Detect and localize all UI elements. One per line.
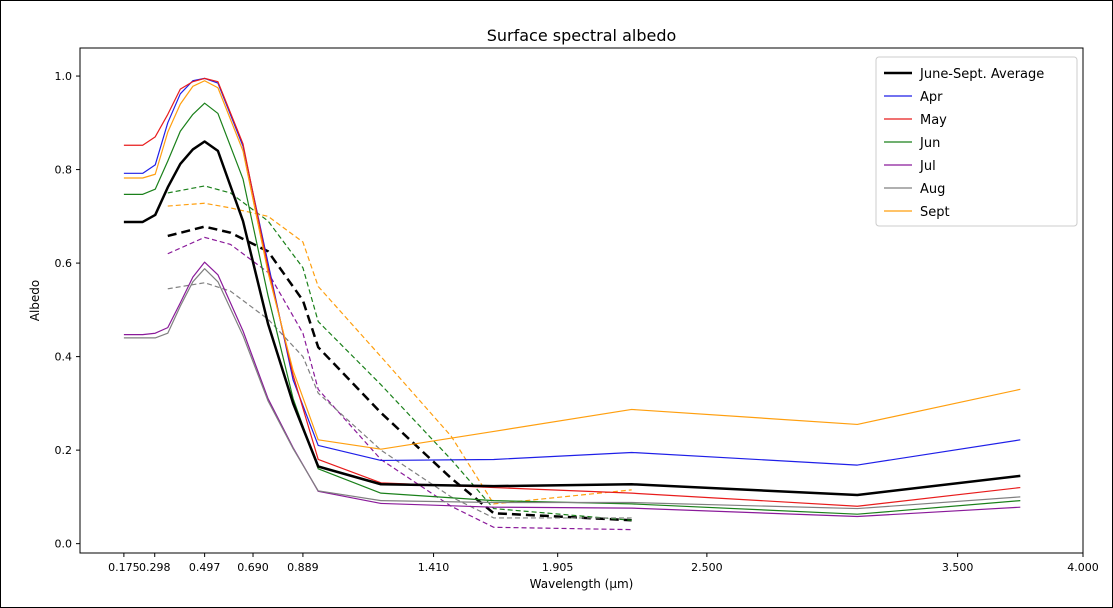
series-line-jul xyxy=(123,261,1021,518)
legend-label: June-Sept. Average xyxy=(919,67,1044,82)
legend-label: Jul xyxy=(919,159,936,174)
series-line-dashed-sept xyxy=(167,202,632,505)
x-axis: 0.175 0.298 0.497 0.690 0.889 1.410 1.905 2.500… xyxy=(108,553,1099,574)
y-tick-label: 0.8 xyxy=(55,164,73,177)
legend-label: May xyxy=(920,113,947,128)
y-tick-label: 0.4 xyxy=(55,351,73,364)
x-axis-label: Wavelength (μm) xyxy=(530,577,634,591)
y-tick-label: 0.6 xyxy=(55,257,73,270)
legend-label: Aug xyxy=(920,182,945,197)
solid-series-group xyxy=(123,77,1021,518)
legend: June-Sept. Average Apr May Jun Jul Aug Sept xyxy=(875,56,1078,227)
legend-label: Apr xyxy=(920,90,943,105)
x-tick-label: 0.889 xyxy=(287,561,319,574)
x-tick-label: 0.497 xyxy=(189,561,221,574)
x-tick-label: 1.410 xyxy=(418,561,450,574)
legend-label: Sept xyxy=(920,205,950,220)
series-line-sept xyxy=(123,80,1021,450)
series-line-jun xyxy=(123,102,1021,515)
x-tick-label: 2.500 xyxy=(691,561,723,574)
x-tick-label: 0.175 xyxy=(108,561,140,574)
series-line-aug xyxy=(123,268,1021,510)
chart-title: Surface spectral albedo xyxy=(487,26,677,45)
y-tick-label: 0.2 xyxy=(55,444,73,457)
plot-area xyxy=(79,47,1084,554)
y-tick-label: 0.0 xyxy=(55,538,73,551)
series-line-june-sept-average xyxy=(123,140,1021,497)
x-tick-label: 3.500 xyxy=(942,561,974,574)
x-tick-label: 0.690 xyxy=(237,561,269,574)
y-axis: 0.0 0.2 0.4 0.6 0.8 1.0 xyxy=(55,70,80,551)
x-tick-label: 0.298 xyxy=(139,561,171,574)
x-tick-label: 1.905 xyxy=(542,561,574,574)
series-line-dashed-jul xyxy=(167,236,632,531)
legend-label: Jun xyxy=(919,136,940,151)
series-line-may xyxy=(123,77,1021,507)
x-tick-label: 4.000 xyxy=(1067,561,1099,574)
legend-box xyxy=(875,56,1078,227)
series-line-dashed-aug xyxy=(167,282,632,519)
series-line-dashed-june-sept-average xyxy=(167,225,632,522)
series-line-dashed-jun xyxy=(167,185,632,521)
dashed-series-group xyxy=(167,185,632,531)
y-tick-label: 1.0 xyxy=(55,70,73,83)
y-axis-label: Albedo xyxy=(28,280,42,322)
